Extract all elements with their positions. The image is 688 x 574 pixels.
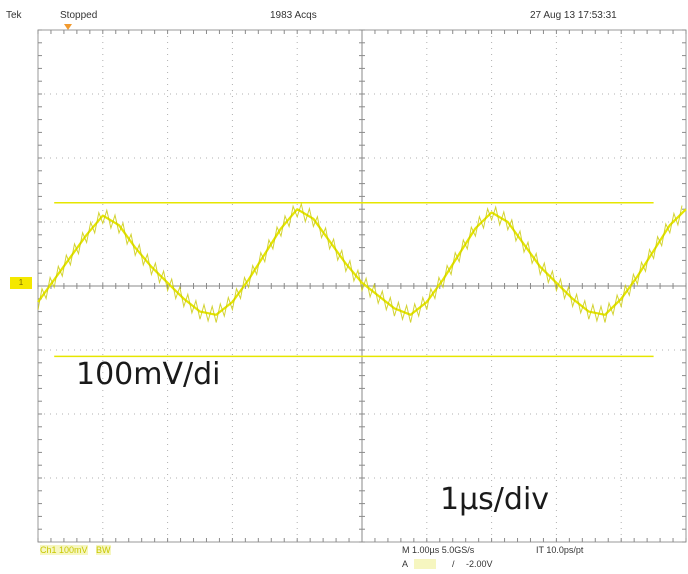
timebase-readout: M 1.00µs 5.0GS/s [402,545,475,555]
trigger-source: A [402,559,409,569]
timestamp: 27 Aug 13 17:53:31 [530,10,617,21]
vertical-scale-label: 100mV/di [76,357,221,392]
trigger-level: -2.00V [466,559,493,569]
channel1-trace [37,208,687,316]
bandwidth-readout: BW [96,545,111,555]
trigger-slope: / [452,559,455,569]
channel1-ground-marker[interactable]: 1 [10,277,32,289]
channel1-scale-readout[interactable]: Ch1 100mV [40,545,88,555]
graticule [37,29,687,543]
horizontal-scale-label: 1µs/div [440,482,550,517]
trigger-position-icon[interactable] [64,24,72,30]
trigger-channel-swatch [414,559,436,569]
channel1-trace-noise [37,201,683,323]
acquisition-status: Stopped [60,10,98,21]
horizontal-cursors[interactable] [54,202,654,358]
record-readout: IT 10.0ps/pt [536,545,584,555]
acquisition-count: 1983 Acqs [270,10,317,21]
brand-label: Tek [6,10,22,21]
